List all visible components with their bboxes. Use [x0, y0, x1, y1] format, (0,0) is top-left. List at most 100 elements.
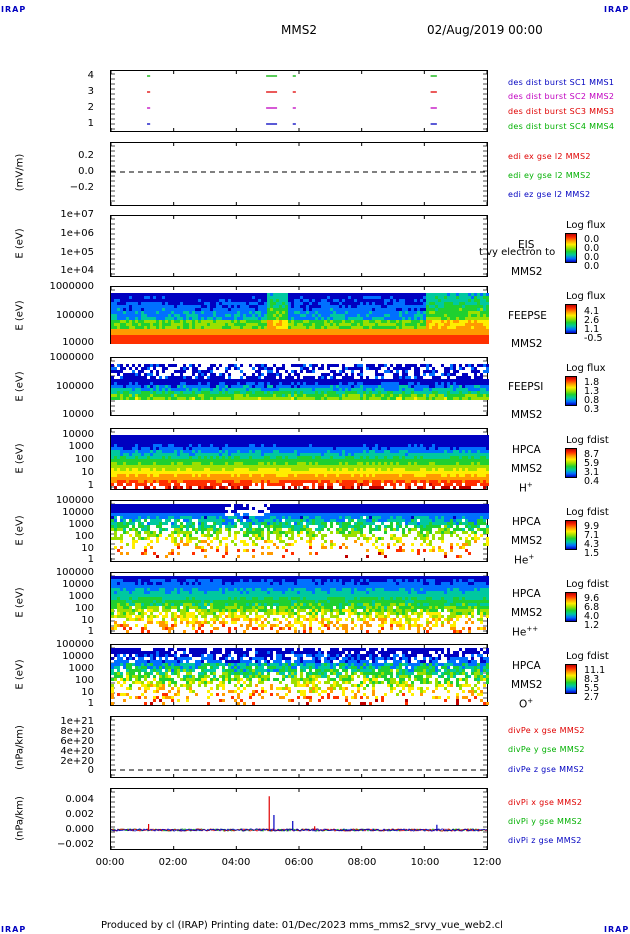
spectrogram-cell: [150, 326, 153, 329]
spectrogram-cell: [147, 462, 150, 465]
spectrogram-cell: [438, 308, 441, 311]
spectrogram-cell: [369, 329, 372, 332]
spectrogram-cell: [300, 320, 303, 323]
spectrogram-cell: [138, 388, 141, 391]
spectrogram-cell: [111, 326, 114, 329]
spectrogram-cell: [447, 293, 450, 296]
spectrogram-cell: [348, 335, 351, 338]
spectrogram-cell: [339, 370, 342, 373]
spectrogram-cell: [243, 382, 246, 385]
spectrogram-cell: [246, 314, 249, 317]
spectrogram-cell: [396, 320, 399, 323]
spectrogram-cell: [393, 302, 396, 305]
spectrogram-cell: [231, 302, 234, 305]
spectrogram-cell: [330, 329, 333, 332]
spectrogram-cell: [213, 456, 216, 459]
spectrogram-cell: [414, 438, 417, 441]
spectrogram-cell: [381, 311, 384, 314]
spectrogram-cell: [360, 299, 363, 302]
spectrogram-cell: [123, 376, 126, 379]
spectrogram-cell: [282, 317, 285, 320]
spectrogram-cell: [144, 323, 147, 326]
spectrogram-cell: [444, 385, 447, 388]
spectrogram-cell: [366, 441, 369, 444]
spectrogram-cell: [174, 329, 177, 332]
spectrogram-cell: [324, 320, 327, 323]
spectrogram-cell: [162, 367, 165, 370]
spectrogram-cell: [417, 397, 420, 400]
spectrogram-cell: [465, 314, 468, 317]
spectrogram-cell: [399, 323, 402, 326]
spectrogram-cell: [483, 441, 486, 444]
spectrogram-cell: [138, 453, 141, 456]
spectrogram-cell: [471, 338, 474, 341]
spectrogram-cell: [282, 293, 285, 296]
spectrogram-cell: [219, 376, 222, 379]
spectrogram-cell: [294, 435, 297, 438]
spectrogram-cell: [246, 388, 249, 391]
spectrogram-cell: [357, 338, 360, 341]
spectrogram-cell: [111, 367, 114, 370]
spectrogram-cell: [306, 397, 309, 400]
spectrogram-cell: [465, 438, 468, 441]
spectrogram-cell: [210, 456, 213, 459]
spectrogram-cell: [264, 376, 267, 379]
spectrogram-cell: [393, 299, 396, 302]
spectrogram-cell: [267, 456, 270, 459]
spectrogram-cell: [345, 447, 348, 450]
spectrogram-cell: [243, 456, 246, 459]
spectrogram-cell: [213, 438, 216, 441]
spectrogram-cell: [129, 435, 132, 438]
spectrogram-cell: [405, 456, 408, 459]
spectrogram-cell: [450, 379, 453, 382]
spectrogram-cell: [483, 296, 486, 299]
spectrogram-cell: [381, 376, 384, 379]
spectrogram-cell: [417, 302, 420, 305]
spectrogram-cell: [432, 341, 435, 344]
spectrogram-cell: [279, 296, 282, 299]
spectrogram-cell: [306, 379, 309, 382]
spectrogram-cell: [321, 326, 324, 329]
spectrogram-cell: [243, 394, 246, 397]
spectrogram-cell: [168, 332, 171, 335]
spectrogram-cell: [351, 367, 354, 370]
spectrogram-cell: [228, 382, 231, 385]
spectrogram-cell: [390, 397, 393, 400]
spectrogram-cell: [192, 305, 195, 308]
spectrogram-cell: [297, 364, 300, 367]
spectrogram-cell: [201, 397, 204, 400]
spectrogram-cell: [198, 450, 201, 453]
spectrogram-cell: [120, 314, 123, 317]
spectrogram-cell: [123, 379, 126, 382]
spectrogram-cell: [306, 438, 309, 441]
spectrogram-cell: [447, 394, 450, 397]
spectrogram-cell: [228, 317, 231, 320]
spectrogram-cell: [294, 341, 297, 344]
spectrogram-cell: [300, 326, 303, 329]
spectrogram-cell: [453, 459, 456, 462]
spectrogram-cell: [396, 441, 399, 444]
spectrogram-cell: [366, 335, 369, 338]
spectrogram-cell: [174, 394, 177, 397]
spectrogram-cell: [318, 293, 321, 296]
spectrogram-cell: [219, 382, 222, 385]
spectrogram-cell: [378, 382, 381, 385]
spectrogram-cell: [327, 379, 330, 382]
spectrogram-cell: [177, 397, 180, 400]
spectrogram-cell: [150, 450, 153, 453]
spectrogram-cell: [279, 447, 282, 450]
spectrogram-cell: [321, 456, 324, 459]
spectrogram-cell: [453, 438, 456, 441]
spectrogram-cell: [144, 391, 147, 394]
spectrogram-cell: [249, 444, 252, 447]
spectrogram-cell: [225, 438, 228, 441]
spectrogram-cell: [111, 453, 114, 456]
spectrogram-cell: [141, 314, 144, 317]
spectrogram-cell: [351, 296, 354, 299]
spectrogram-cell: [213, 335, 216, 338]
spectrogram-cell: [171, 397, 174, 400]
spectrogram-cell: [114, 296, 117, 299]
spectrogram-cell: [318, 299, 321, 302]
spectrogram-cell: [111, 296, 114, 299]
spectrogram-cell: [345, 385, 348, 388]
